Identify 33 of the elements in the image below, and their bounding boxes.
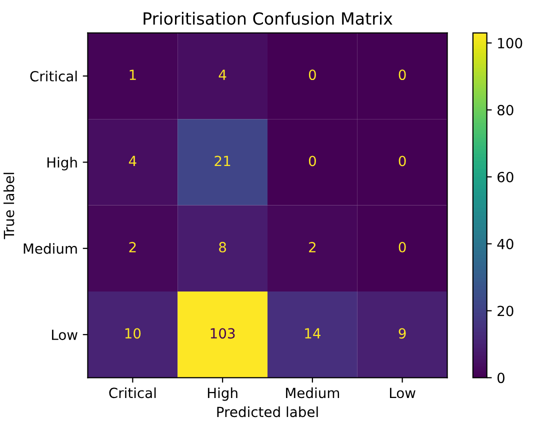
y-tick-label: Low bbox=[52, 330, 78, 340]
data-label: 14 bbox=[305, 328, 320, 338]
x-tick-label: Low bbox=[390, 388, 416, 398]
data-label: 0 bbox=[308, 156, 316, 166]
color-bar-label: 60 bbox=[498, 172, 514, 182]
data-label: 0 bbox=[398, 156, 406, 166]
data-label: 1 bbox=[130, 70, 136, 80]
data-label: 4 bbox=[128, 156, 136, 166]
data-label: 10 bbox=[125, 328, 141, 339]
data-label: 21 bbox=[214, 156, 230, 166]
data-label: 4 bbox=[218, 70, 226, 80]
x-tick-label: Critical bbox=[109, 387, 156, 398]
data-label: 9 bbox=[398, 328, 406, 339]
color-bar-label: 20 bbox=[498, 306, 514, 316]
x-axis-title: Predicted label bbox=[217, 406, 318, 418]
y-tick-label: High bbox=[47, 156, 77, 170]
data-label: 0 bbox=[308, 70, 316, 80]
chart-title: Prioritisation Confusion Matrix bbox=[144, 12, 392, 25]
color-bar-label: 0 bbox=[497, 372, 504, 384]
data-label: 0 bbox=[398, 242, 406, 252]
color-bar-label: 80 bbox=[498, 104, 514, 116]
color-bar-label: 100 bbox=[498, 38, 522, 48]
data-label: 0 bbox=[398, 70, 406, 80]
x-tick-label: Medium bbox=[286, 387, 340, 398]
data-label: 2 bbox=[309, 242, 316, 252]
x-tick-label: High bbox=[208, 387, 238, 401]
color-bar-label: 40 bbox=[497, 238, 514, 250]
data-label: 2 bbox=[129, 242, 136, 252]
y-tick-label: Critical bbox=[30, 70, 77, 82]
y-axis-title: True label bbox=[3, 172, 14, 240]
data-label: 103 bbox=[210, 328, 235, 339]
y-tick-label: Medium bbox=[24, 243, 77, 254]
data-label: 8 bbox=[219, 242, 226, 252]
